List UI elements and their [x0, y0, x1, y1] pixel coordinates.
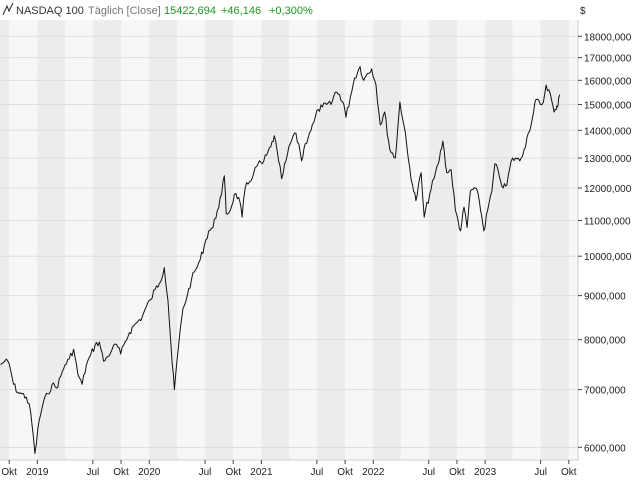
x-tick-label: Jul [86, 467, 99, 478]
price-series-line [0, 66, 561, 455]
interval-label: Täglich [Close] [88, 5, 161, 17]
quarter-band [485, 20, 513, 460]
y-tick-label: 15000,000 [584, 100, 632, 111]
y-tick-label: 10000,000 [584, 252, 632, 263]
quarter-band [261, 20, 289, 460]
quarter-band [205, 20, 234, 460]
quarter-band [149, 20, 178, 460]
change-percent: +0,300% [269, 5, 313, 17]
y-tick-label: 8000,000 [584, 336, 626, 347]
y-tick-label: 14000,000 [584, 126, 632, 137]
x-tick-label: Okt [225, 467, 241, 478]
y-tick-label: 17000,000 [584, 54, 632, 65]
grid-lines [0, 35, 578, 448]
instrument-name: NASDAQ 100 [16, 5, 84, 17]
y-tick-label: 18000,000 [584, 32, 632, 43]
x-tick-label: Okt [561, 467, 577, 478]
y-tick-label: 16000,000 [584, 76, 632, 87]
x-tick-label: 2019 [26, 467, 49, 478]
x-tick-label: Jul [199, 467, 212, 478]
change-value: +46,146 [221, 5, 261, 17]
x-axis: Okt 2019 Jul Okt 2020 Jul Okt 2021 Jul Okt 2022 Jul… [1, 460, 577, 478]
quarter-band [428, 20, 457, 460]
x-tick-label: Jul [422, 467, 435, 478]
x-tick-label: 2020 [138, 467, 161, 478]
y-axis: 6000,000 7000,000 8000,000 9000,000 10000,00… [578, 32, 632, 454]
y-tick-label: 13000,000 [584, 154, 632, 165]
y-tick-label: 11000,000 [584, 217, 631, 228]
quarter-band [37, 20, 65, 460]
x-tick-label: Jul [534, 467, 547, 478]
x-tick-label: 2021 [250, 467, 273, 478]
line-chart-icon [2, 2, 14, 16]
currency-label: $ [580, 6, 586, 17]
x-tick-label: Okt [449, 467, 465, 478]
x-tick-label: Jul [310, 467, 323, 478]
y-tick-label: 6000,000 [584, 443, 626, 454]
x-tick-label: Okt [337, 467, 353, 478]
y-tick-label: 12000,000 [584, 184, 632, 195]
y-tick-label: 7000,000 [584, 386, 626, 397]
quarter-band [540, 20, 569, 460]
y-tick-label: 9000,000 [584, 292, 626, 303]
x-tick-label: 2023 [474, 467, 497, 478]
last-value: 15422,694 [164, 5, 216, 17]
x-tick-label: 2022 [362, 467, 385, 478]
chart-header: NASDAQ 100 Täglich [Close] 15422,694 +46… [2, 2, 586, 17]
quarter-band [316, 20, 346, 460]
quarter-band [373, 20, 401, 460]
x-tick-label: Okt [1, 467, 17, 478]
x-tick-label: Okt [113, 467, 129, 478]
quarter-band [92, 20, 122, 460]
quarter-band [0, 20, 10, 460]
